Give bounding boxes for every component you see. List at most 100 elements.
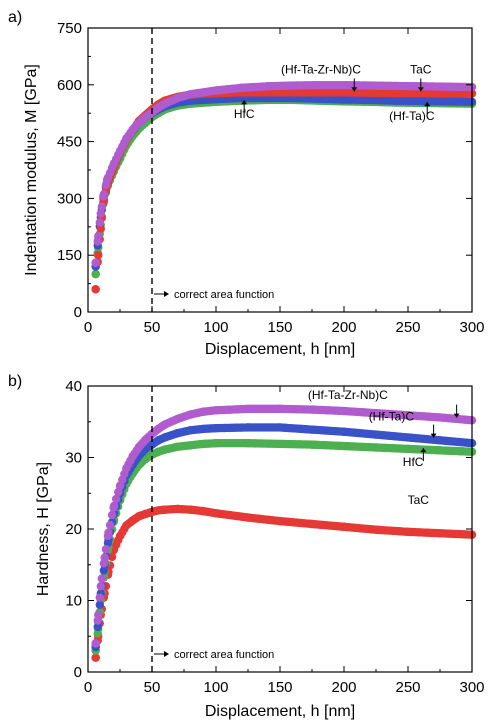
data-point [186,410,195,419]
data-point [128,125,137,134]
label-leader-head [430,433,437,438]
data-point [435,446,445,455]
data-point [95,218,104,227]
data-point [211,86,221,95]
data-point [135,442,144,451]
data-point [339,406,349,416]
data-point [115,146,125,156]
data-point [307,405,317,414]
data-point [403,433,413,442]
x-tick-label: 300 [459,319,484,336]
data-point [122,521,131,530]
data-point [101,545,111,554]
data-point [107,510,117,520]
data-point [95,593,104,602]
x-tick-label: 100 [203,679,228,696]
data-point [103,175,112,184]
label-leader-head [351,87,358,92]
x-tick-label: 100 [203,319,228,336]
y-tick-label: 30 [65,450,82,467]
y-tick-label: 0 [74,664,82,681]
data-point [403,527,413,537]
data-point [94,251,103,260]
data-point [173,414,182,424]
data-point [371,408,381,418]
data-point [141,509,150,519]
data-point [128,516,137,525]
data-point [141,435,150,444]
y-tick-label: 300 [57,190,82,207]
series-label: TaC [410,62,432,76]
panel-label: a) [8,9,22,26]
data-point [107,552,117,562]
data-point [111,494,121,504]
data-point [243,513,253,522]
data-point [435,529,445,538]
series-label: HfC [403,455,424,469]
data-point [211,439,221,448]
data-point [160,433,169,442]
data-point [211,423,221,433]
data-point [141,112,150,122]
data-point [365,95,374,105]
data-point [391,88,400,98]
series-label: (Hf-Ta)C [369,409,415,423]
chart-panel-1: a) 0 50 100 150 200 250 300 0 150 300 450 600 750 corr… [8,9,485,358]
label-leader-head [453,413,460,418]
x-tick-label: 50 [144,679,161,696]
data-point [186,90,195,99]
data-point [442,89,451,98]
x-tick-label: 250 [395,679,420,696]
data-point [339,441,349,451]
data-point [211,509,221,518]
data-point [96,582,106,591]
data-point [199,506,208,516]
y-axis-title: Indentation modulus, M [GPa] [23,64,40,276]
data-point [403,444,413,454]
x-tick-label: 300 [459,679,484,696]
series-tac [91,504,477,662]
data-point [173,93,182,103]
x-tick-label: 200 [331,319,356,336]
x-axis-title: Displacement, h [nm] [205,341,355,358]
x-tick-label: 150 [267,679,292,696]
x-tick-label: 250 [395,319,420,336]
data-point [371,430,381,439]
data-point [403,411,413,420]
x-tick-label: 200 [331,679,356,696]
data-point [371,443,381,452]
chart-panel-2: b) 0 50 100 150 200 250 300 0 10 20 30 40 correct are… [8,373,485,720]
data-point [154,424,163,434]
series-label: (Hf-Ta-Zr-Nb)C [308,388,388,402]
y-tick-label: 10 [65,593,82,610]
series-hfc [91,439,477,655]
series--hf-ta-zr-nb-c [91,404,477,648]
data-point [186,441,195,450]
data-point [199,439,208,449]
data-point [115,481,125,491]
data-point [314,80,323,90]
data-point [339,95,349,104]
data-point [391,96,400,105]
data-point [91,285,100,294]
series-label: (Hf-Ta-Zr-Nb)C [281,62,361,76]
data-point [365,81,374,90]
series-hfc [91,95,477,279]
data-point [115,531,125,541]
x-tick-label: 0 [84,319,92,336]
data-point [147,440,157,449]
data-point [154,103,163,112]
data-point [94,610,103,619]
data-point [275,439,285,449]
y-tick-label: 150 [57,247,82,264]
data-point [339,522,349,532]
label-leader-head [424,102,431,107]
data-point [288,81,297,90]
y-tick-label: 40 [65,378,82,395]
annotation-text: correct area function [174,289,274,301]
data-point [91,269,100,279]
data-point [263,82,272,91]
data-point [160,505,169,514]
y-axis-title: Hardness, H [GPa] [35,462,52,596]
